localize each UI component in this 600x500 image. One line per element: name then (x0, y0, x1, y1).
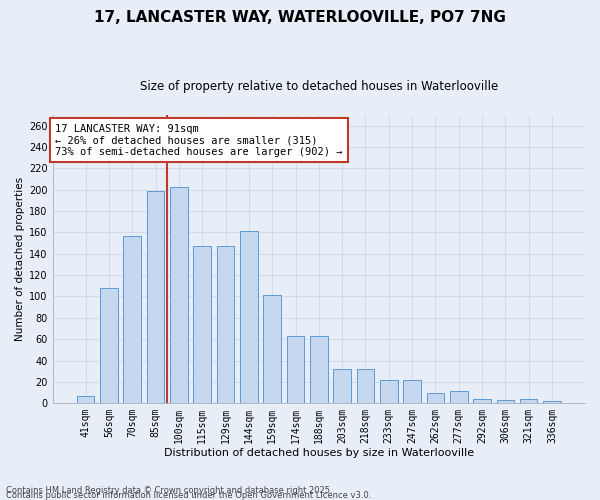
Bar (544, 401, 561, 403)
Bar (450, 392, 467, 403)
Bar (310, 336, 328, 403)
Text: Contains public sector information licensed under the Open Government Licence v3: Contains public sector information licen… (6, 490, 371, 500)
Bar (77, 396, 94, 403)
Text: 17, LANCASTER WAY, WATERLOOVILLE, PO7 7NG: 17, LANCASTER WAY, WATERLOOVILLE, PO7 7N… (94, 10, 506, 25)
Bar (147, 191, 164, 403)
Bar (357, 369, 374, 403)
Bar (520, 399, 538, 403)
Bar (124, 236, 141, 403)
Bar (473, 399, 491, 403)
Title: Size of property relative to detached houses in Waterlooville: Size of property relative to detached ho… (140, 80, 498, 93)
Text: Contains HM Land Registry data © Crown copyright and database right 2025.: Contains HM Land Registry data © Crown c… (6, 486, 332, 495)
Bar (497, 400, 514, 403)
Bar (287, 336, 304, 403)
Y-axis label: Number of detached properties: Number of detached properties (15, 177, 25, 341)
Bar (263, 296, 281, 403)
Bar (334, 369, 351, 403)
Bar (193, 246, 211, 403)
Bar (380, 380, 398, 403)
Bar (240, 232, 257, 403)
Text: 17 LANCASTER WAY: 91sqm
← 26% of detached houses are smaller (315)
73% of semi-d: 17 LANCASTER WAY: 91sqm ← 26% of detache… (55, 124, 343, 157)
Bar (100, 288, 118, 403)
Bar (170, 186, 188, 403)
X-axis label: Distribution of detached houses by size in Waterlooville: Distribution of detached houses by size … (164, 448, 474, 458)
Bar (217, 246, 234, 403)
Bar (427, 392, 444, 403)
Bar (403, 380, 421, 403)
